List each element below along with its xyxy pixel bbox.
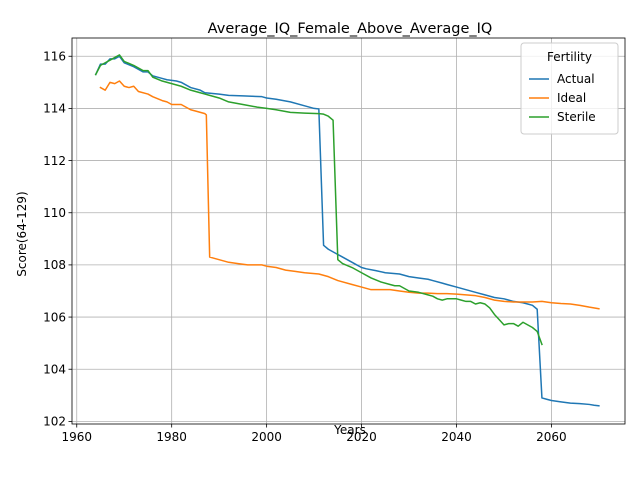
x-axis-ticks: 1960 1980 2000 2020 2040 2060 (61, 424, 567, 444)
x-tick-label: 2000 (251, 430, 282, 444)
y-tick-label: 104 (43, 362, 66, 376)
legend-box (520, 42, 619, 135)
legend-label-sterile: Sterile (557, 110, 596, 124)
series-line-sterile (94, 54, 543, 346)
x-tick-label: 1960 (61, 430, 92, 444)
series-line-ideal (99, 80, 600, 310)
legend: Fertility Actual Ideal Sterile (520, 42, 619, 135)
y-axis-label: Score(64-129) (15, 191, 29, 276)
x-tick-label: 2060 (536, 430, 567, 444)
x-axis-label: Years (333, 423, 366, 437)
y-axis-ticks: 102 104 106 108 110 112 114 116 (43, 49, 72, 429)
chart-title: Average_IQ_Female_Above_Average_IQ (208, 21, 493, 37)
y-tick-label: 106 (43, 310, 66, 324)
grid-lines (72, 38, 625, 424)
plot-frame (71, 37, 626, 425)
legend-label-ideal: Ideal (557, 91, 586, 105)
x-tick-label: 1980 (156, 430, 187, 444)
legend-title: Fertility (547, 50, 592, 64)
y-tick-label: 102 (43, 415, 66, 429)
y-tick-label: 110 (43, 206, 66, 220)
x-tick-label: 2040 (441, 430, 472, 444)
y-tick-label: 108 (43, 258, 66, 272)
legend-entries: Actual Ideal Sterile (529, 72, 596, 124)
y-tick-label: 114 (43, 102, 66, 116)
legend-label-actual: Actual (557, 72, 595, 86)
series-lines (94, 54, 600, 407)
series-line-actual (94, 55, 600, 407)
y-tick-label: 116 (43, 49, 66, 63)
x-tick-label: 2020 (346, 430, 377, 444)
y-tick-label: 112 (43, 154, 66, 168)
